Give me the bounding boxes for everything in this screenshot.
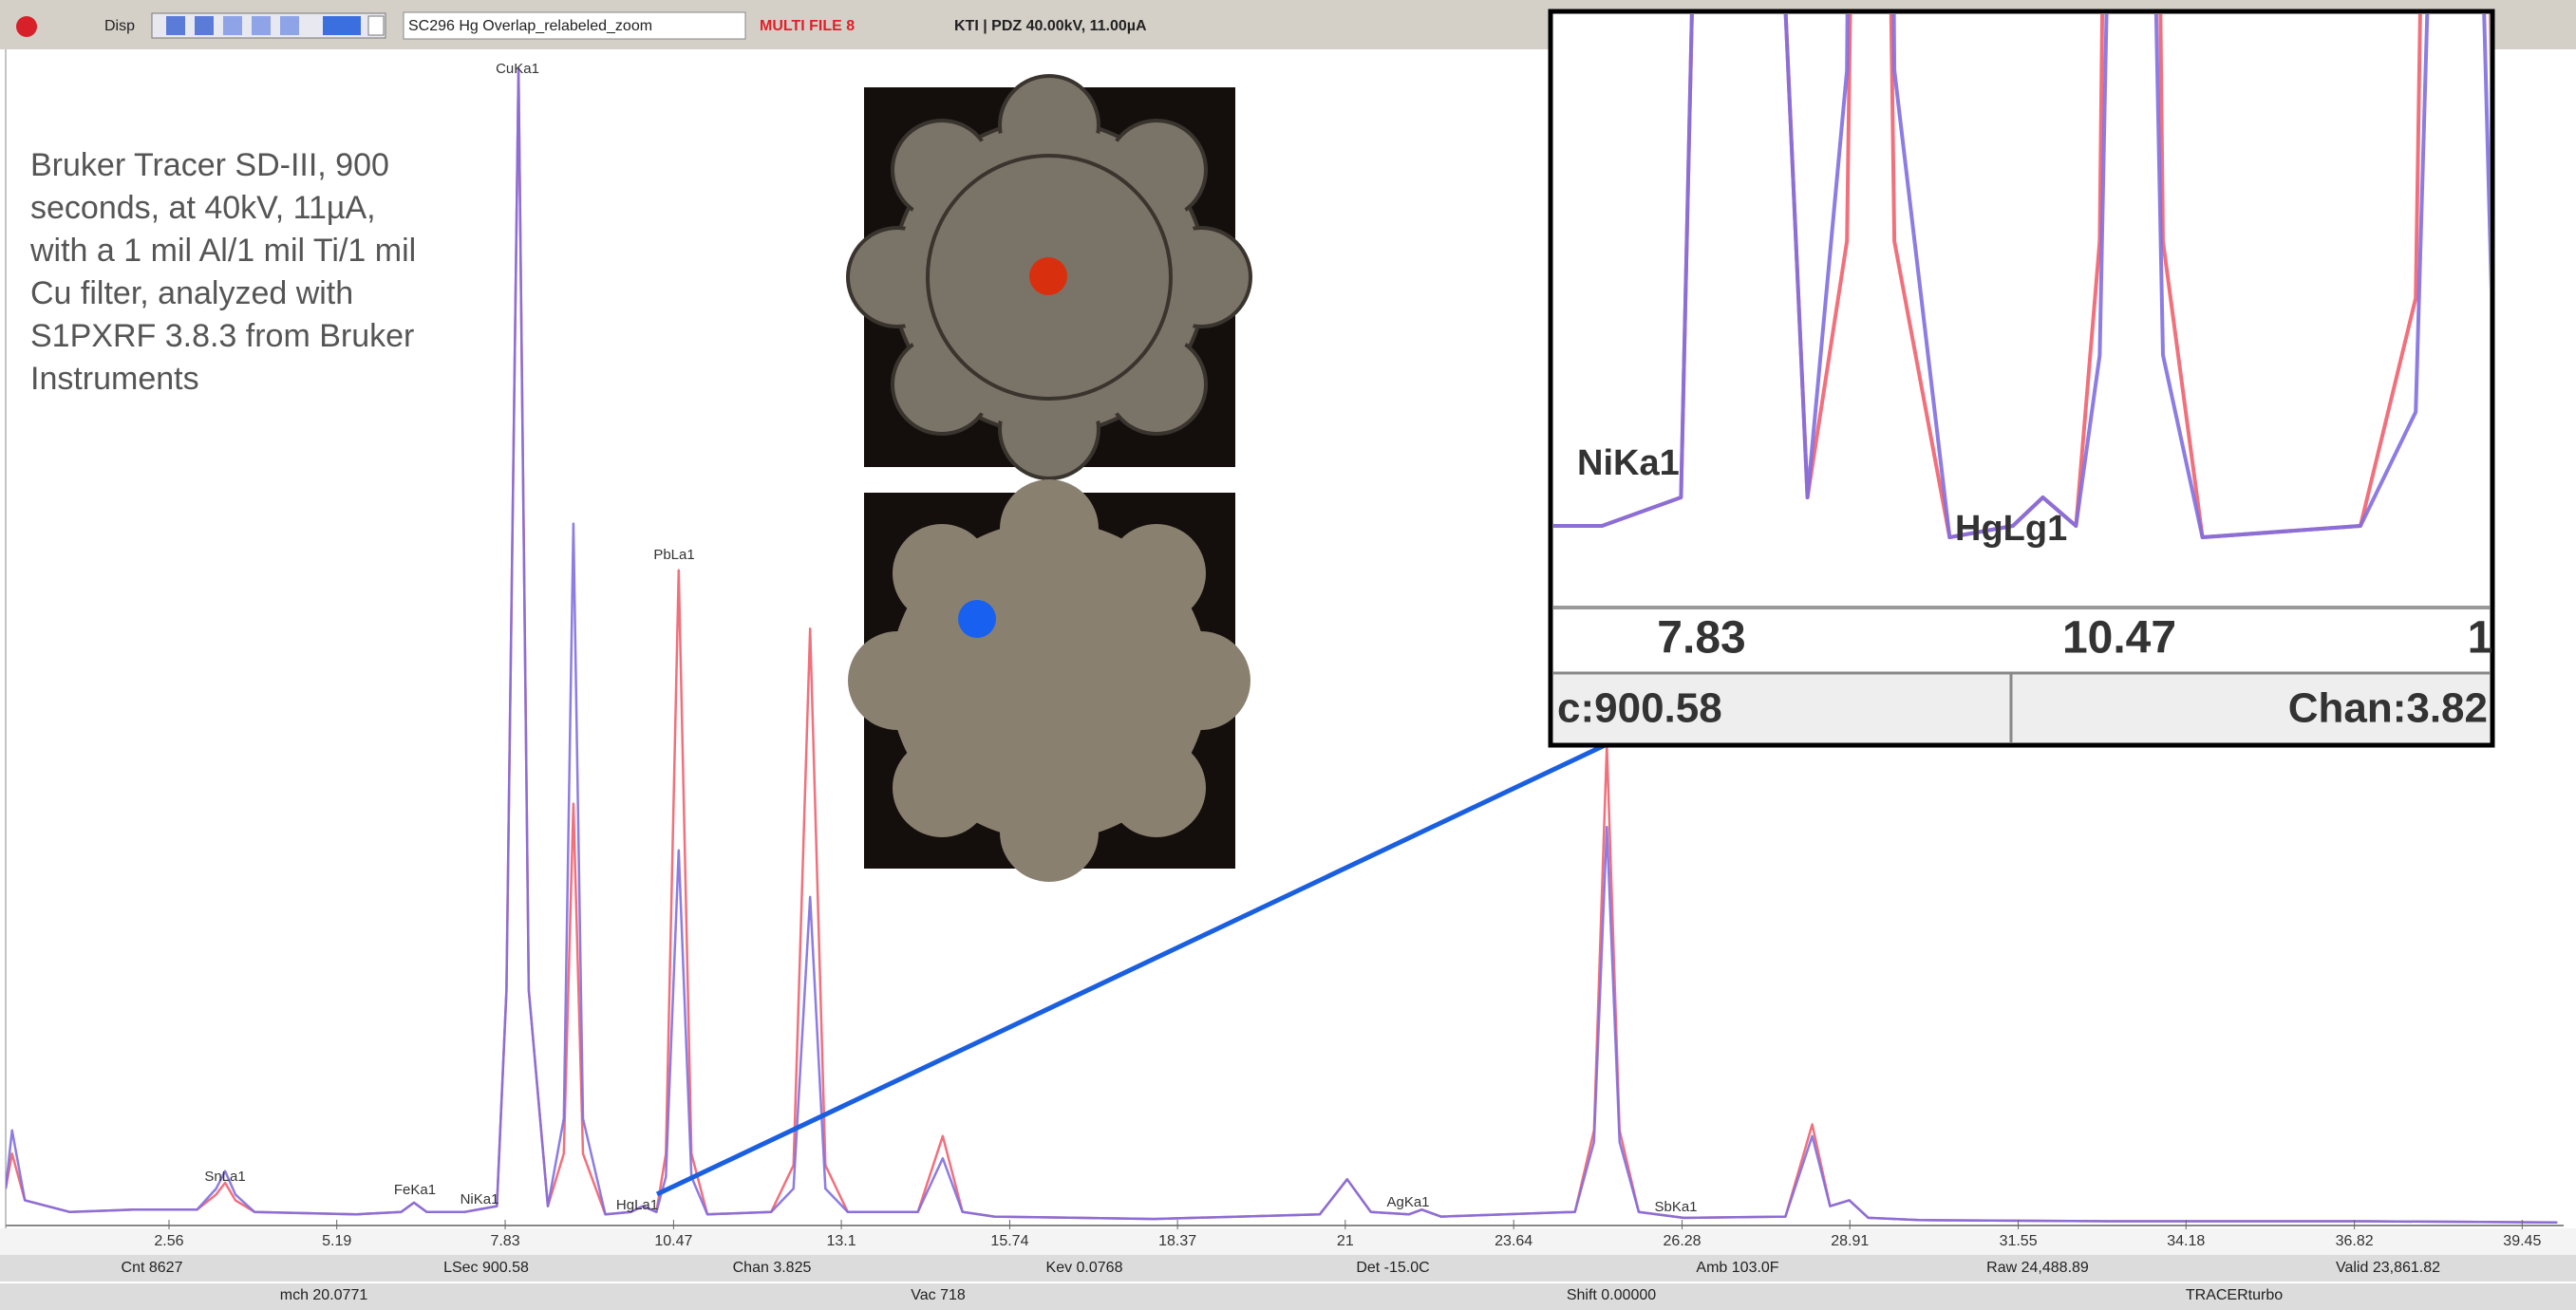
close-button[interactable] — [16, 16, 37, 37]
peak-label: SnLa1 — [204, 1169, 245, 1185]
dropdown[interactable] — [367, 15, 385, 36]
x-tick-label: 5.19 — [322, 1233, 351, 1249]
tool-button[interactable] — [195, 16, 214, 35]
x-tick-label: 2.56 — [154, 1233, 183, 1249]
note-line: Bruker Tracer SD-III, 900 — [30, 147, 389, 183]
tool-button[interactable] — [280, 16, 299, 35]
note-line: Instruments — [30, 361, 199, 397]
overlay: 2.56 5.19 7.83 10.47 13.1 15.74 18.37 21 23.64 26… — [6, 61, 2564, 1249]
mode-label: Disp — [104, 18, 135, 34]
status-field: Det -15.0C — [1356, 1260, 1429, 1276]
note-line: Cu filter, analyzed with — [30, 275, 353, 311]
status-field: Kev 0.0768 — [1046, 1260, 1123, 1276]
inset-peak-label: HgLg1 — [1955, 509, 2067, 549]
sample-spot-blue — [958, 600, 996, 638]
status-field: Amb 103.0F — [1696, 1260, 1778, 1276]
note-line: S1PXRF 3.8.3 from Bruker — [30, 318, 414, 354]
x-tick-label: 10.47 — [654, 1233, 692, 1249]
flag: MULTI FILE 8 — [760, 18, 855, 34]
inset-tick-label: 7.83 — [1657, 613, 1745, 664]
file-name: SC296 Hg Overlap_relabeled_zoom — [408, 18, 652, 34]
note: Bruker Tracer SD-III, 900 seconds, at 40k… — [29, 147, 416, 397]
peak-label: NiKa1 — [461, 1191, 499, 1207]
inset-tick-label: 10.47 — [2062, 613, 2176, 664]
x-tick-label: 7.83 — [490, 1233, 519, 1249]
status-field: Valid 23,861.82 — [2336, 1260, 2440, 1276]
peak-label: SbKa1 — [1654, 1199, 1697, 1215]
peak-label: CuKa1 — [496, 61, 539, 77]
x-tick-label: 13.1 — [827, 1233, 856, 1249]
peak-label: AgKa1 — [1386, 1194, 1429, 1210]
tool-button[interactable] — [252, 16, 271, 35]
peak-label: FeKa1 — [394, 1182, 436, 1198]
x-tick-label: 34.18 — [2167, 1233, 2205, 1249]
coin-back — [848, 479, 1250, 882]
info: KTI | PDZ 40.00kV, 11.00µA — [954, 18, 1147, 34]
x-tick-label: 36.82 — [2336, 1233, 2374, 1249]
inset-tick-label: 1 — [2468, 613, 2493, 664]
note-line: with a 1 mil Al/1 mil Ti/1 mil — [29, 233, 416, 269]
status-field: mch 20.0771 — [280, 1287, 368, 1303]
tick-row — [0, 1228, 2576, 1255]
x-tick-label: 31.55 — [2000, 1233, 2038, 1249]
peak-label: HgLa1 — [616, 1197, 658, 1213]
x-tick-label: 15.74 — [990, 1233, 1028, 1249]
x-tick-label: 21 — [1337, 1233, 1354, 1249]
x-tick-label: 39.45 — [2503, 1233, 2541, 1249]
x-tick-label: 18.37 — [1158, 1233, 1196, 1249]
inset-text: NiKa1 HgLg1 7.83 10.47 1 c:900.58 Chan:3.82 — [1557, 443, 2492, 732]
sample-spot-red — [1029, 257, 1067, 295]
x-tick-label: 28.91 — [1831, 1233, 1869, 1249]
tool-button[interactable] — [166, 16, 185, 35]
tool-button[interactable] — [223, 16, 242, 35]
inset-status — [1553, 673, 2490, 742]
status-field: Cnt 8627 — [122, 1260, 183, 1276]
x-tick-label: 23.64 — [1495, 1233, 1532, 1249]
x-tick-label: 26.28 — [1664, 1233, 1702, 1249]
inset-status: Chan:3.82 — [2288, 685, 2488, 732]
status-field: Vac 718 — [911, 1287, 966, 1303]
spectrum-line — [6, 67, 2558, 1225]
status-field: Shift 0.00000 — [1567, 1287, 1656, 1303]
inset-peak-label: NiKa1 — [1577, 443, 1680, 483]
inset-status: c:900.58 — [1557, 685, 1722, 732]
status-field: Chan 3.825 — [733, 1260, 812, 1276]
inset-plot — [1553, 14, 2490, 539]
file-field[interactable] — [403, 11, 746, 40]
status-field: LSec 900.58 — [443, 1260, 529, 1276]
spectrum-line — [1553, 14, 2490, 539]
inset — [1548, 9, 2495, 748]
plot — [6, 67, 2558, 1225]
note-line: seconds, at 40kV, 11µA, — [30, 190, 376, 226]
tool-button[interactable] — [323, 16, 361, 35]
status-field: Raw 24,488.89 — [1986, 1260, 2089, 1276]
peak-label: PbLa1 — [653, 547, 694, 563]
status-field: TRACERturbo — [2186, 1287, 2283, 1303]
